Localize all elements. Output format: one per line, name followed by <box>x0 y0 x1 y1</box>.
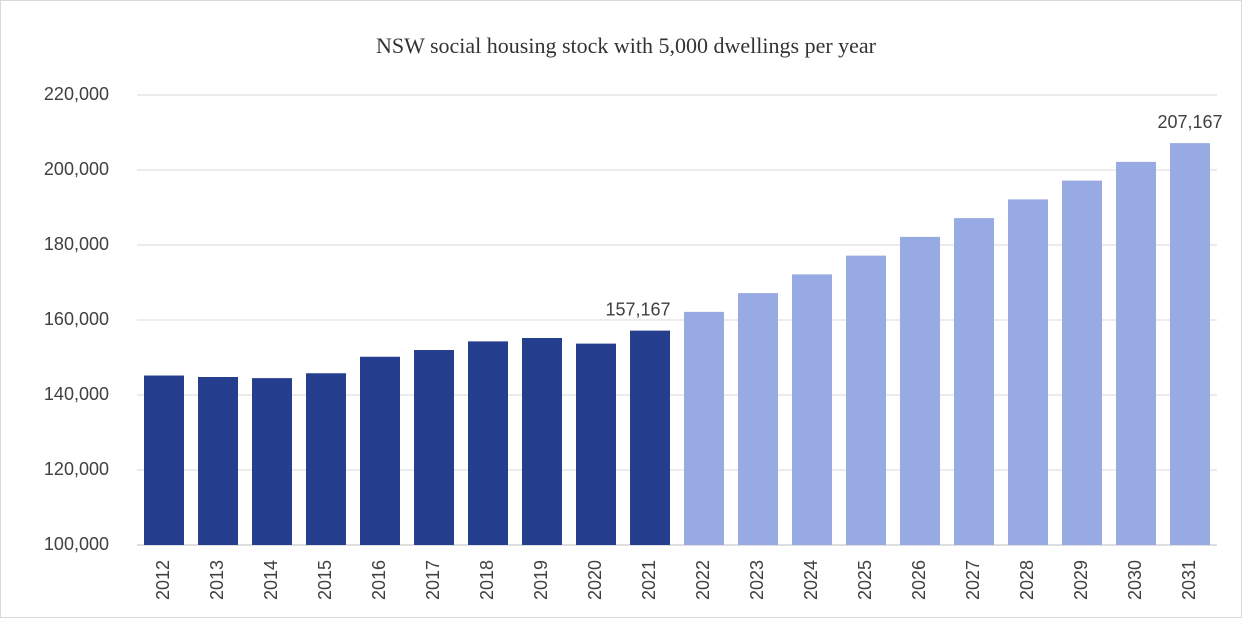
x-tick-label: 2018 <box>477 560 497 600</box>
x-tick-label: 2029 <box>1071 560 1091 600</box>
bar <box>360 356 400 545</box>
x-tick-label: 2027 <box>963 560 983 600</box>
y-tick-label: 120,000 <box>44 459 109 479</box>
y-tick-label: 200,000 <box>44 159 109 179</box>
bar <box>414 350 454 545</box>
x-tick-label: 2025 <box>855 560 875 600</box>
y-tick-label: 180,000 <box>44 234 109 254</box>
y-tick-label: 160,000 <box>44 309 109 329</box>
data-label: 157,167 <box>605 299 670 319</box>
bar <box>792 274 832 545</box>
bar <box>1008 199 1048 545</box>
x-tick-label: 2013 <box>207 560 227 600</box>
x-tick-label: 2015 <box>315 560 335 600</box>
chart-title: NSW social housing stock with 5,000 dwel… <box>376 33 877 58</box>
bar <box>144 375 184 545</box>
x-tick-label: 2026 <box>909 560 929 600</box>
y-tick-label: 220,000 <box>44 84 109 104</box>
x-tick-label: 2021 <box>639 560 659 600</box>
x-tick-label: 2023 <box>747 560 767 600</box>
x-tick-label: 2028 <box>1017 560 1037 600</box>
bar <box>1170 143 1210 545</box>
x-tick-label: 2017 <box>423 560 443 600</box>
x-tick-label: 2024 <box>801 560 821 600</box>
bar <box>954 218 994 545</box>
x-tick-label: 2031 <box>1179 560 1199 600</box>
bar <box>576 343 616 545</box>
x-tick-label: 2030 <box>1125 560 1145 600</box>
bar <box>846 255 886 545</box>
y-tick-label: 100,000 <box>44 534 109 554</box>
x-tick-label: 2022 <box>693 560 713 600</box>
bar <box>522 338 562 545</box>
y-tick-label: 140,000 <box>44 384 109 404</box>
bar <box>1116 161 1156 545</box>
x-tick-label: 2020 <box>585 560 605 600</box>
bar <box>468 341 508 545</box>
bar <box>198 377 238 545</box>
bar <box>252 378 292 545</box>
bar <box>684 311 724 545</box>
bar <box>306 373 346 545</box>
data-label: 207,167 <box>1157 112 1222 132</box>
x-tick-label: 2019 <box>531 560 551 600</box>
x-tick-label: 2014 <box>261 560 281 600</box>
bar <box>738 293 778 545</box>
bar <box>1062 180 1102 545</box>
bar <box>900 236 940 545</box>
x-tick-label: 2012 <box>153 560 173 600</box>
x-tick-label: 2016 <box>369 560 389 600</box>
bar <box>630 330 670 545</box>
